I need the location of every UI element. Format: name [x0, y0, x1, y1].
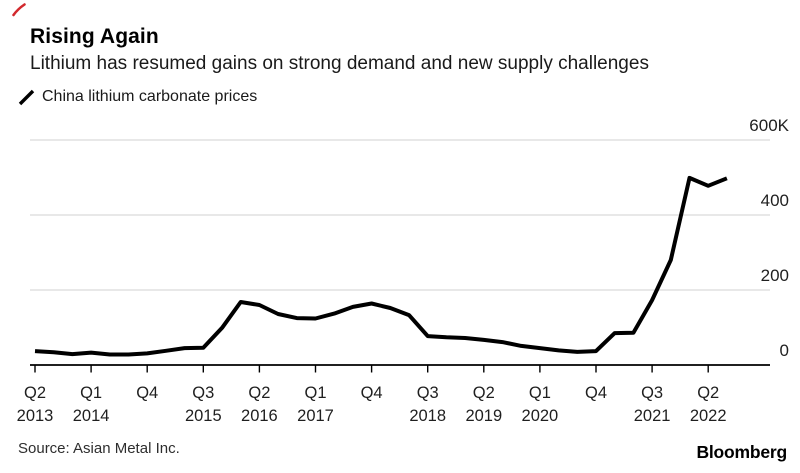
x-tick-quarter-label: Q3	[641, 384, 663, 402]
x-tick-year-label: 2015	[185, 407, 222, 425]
slash-stroke	[18, 89, 35, 105]
x-tick-quarter-label: Q2	[473, 384, 495, 402]
x-tick-quarter-label: Q2	[24, 384, 46, 402]
x-tick-quarter-label: Q4	[136, 384, 158, 402]
page-subtitle: Lithium has resumed gains on strong dema…	[30, 53, 649, 74]
red-pen-stroke	[12, 3, 26, 17]
y-tick-label: 600K	[749, 116, 789, 135]
page-title: Rising Again	[30, 25, 159, 48]
x-tick-quarter-label: Q3	[417, 384, 439, 402]
y-tick-label: 200	[761, 266, 789, 285]
x-tick-year-label: 2017	[297, 407, 334, 425]
source-label: Source: Asian Metal Inc.	[18, 440, 180, 457]
x-tick-quarter-label: Q3	[192, 384, 214, 402]
x-tick-year-label: 2019	[465, 407, 502, 425]
price-line-series	[34, 175, 728, 357]
x-tick-year-label: 2016	[241, 407, 278, 425]
series-slash-icon	[18, 89, 35, 105]
y-tick-label: 400	[761, 191, 789, 210]
x-tick-quarter-label: Q4	[361, 384, 383, 402]
x-tick-quarter-label: Q1	[529, 384, 551, 402]
x-tick-year-label: 2013	[17, 407, 54, 425]
y-tick-label: 0	[780, 341, 789, 360]
x-tick-year-label: 2021	[634, 407, 671, 425]
x-tick-quarter-label: Q1	[80, 384, 102, 402]
legend: China lithium carbonate prices	[18, 88, 257, 106]
red-pen-mark-icon	[12, 3, 26, 17]
x-tick-quarter-label: Q4	[585, 384, 607, 402]
x-tick-year-label: 2020	[522, 407, 559, 425]
x-tick-year-label: 2018	[409, 407, 446, 425]
x-tick-year-label: 2014	[73, 407, 110, 425]
x-tick-year-label: 2022	[690, 407, 727, 425]
bloomberg-logo: Bloomberg	[696, 442, 787, 462]
legend-label: China lithium carbonate prices	[42, 88, 258, 105]
x-tick-quarter-label: Q2	[248, 384, 270, 402]
x-tick-quarter-label: Q2	[697, 384, 719, 402]
x-tick-quarter-label: Q1	[304, 384, 326, 402]
